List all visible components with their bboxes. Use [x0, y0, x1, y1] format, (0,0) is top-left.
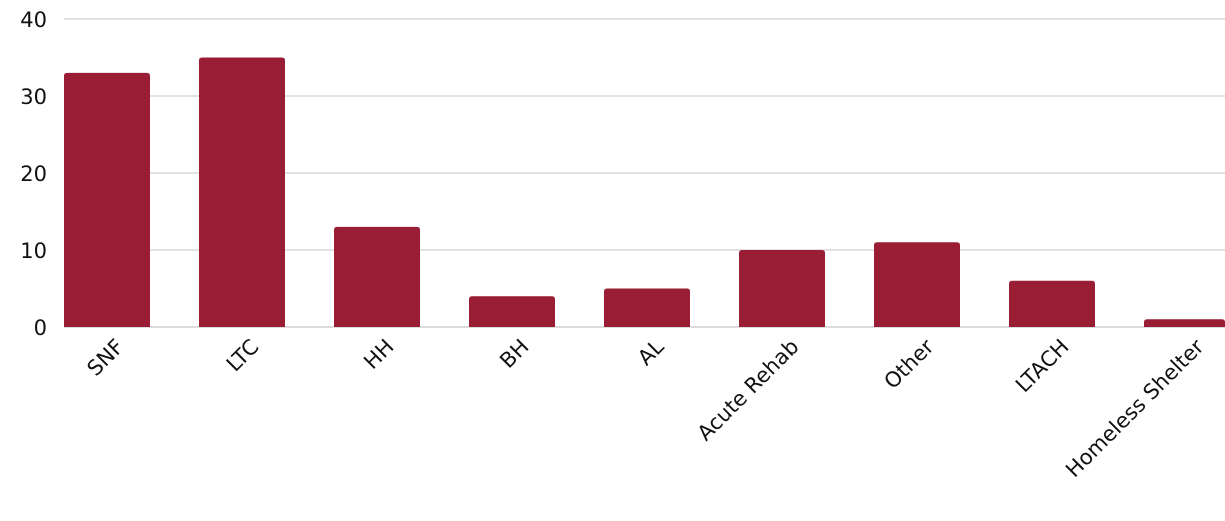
y-tick-label-20: 20 — [20, 162, 47, 186]
bar-hh — [334, 226, 420, 327]
bars — [64, 57, 1225, 328]
bar-acute-rehab — [739, 250, 825, 327]
x-tick-label-ltach: LTACH — [1011, 335, 1074, 398]
x-axis-tick-labels: SNF LTC HH BH AL Acute Rehab Other LTACHHomeles… — [82, 334, 1208, 482]
y-tick-label-40: 40 — [20, 8, 47, 32]
x-tick-label-homeless-shelter: Homeless Shelter — [1061, 334, 1209, 482]
y-tick-label-30: 30 — [20, 85, 47, 109]
y-tick-label-0: 0 — [34, 316, 47, 340]
x-tick-label-bh: BH — [495, 335, 533, 373]
bar-other — [874, 242, 960, 327]
bar-al — [604, 288, 690, 327]
x-tick-label-ltc: LTC — [222, 335, 264, 377]
x-tick-label-snf: SNF — [82, 335, 128, 381]
y-tick-label-10: 10 — [20, 239, 47, 263]
x-tick-label-acute-rehab: Acute Rehab — [693, 335, 804, 446]
y-axis-tick-labels: 0 10 20 30 40 — [20, 8, 47, 340]
x-tick-label-hh: HH — [359, 335, 398, 374]
bar-ltc — [199, 57, 285, 327]
bar-bh — [469, 296, 555, 327]
bar-ltach — [1009, 280, 1095, 327]
x-tick-label-other: Other — [879, 334, 938, 393]
bar-homeless-shelter — [1144, 319, 1225, 327]
x-tick-label-al: AL — [633, 334, 669, 370]
bar-snf — [64, 72, 150, 328]
